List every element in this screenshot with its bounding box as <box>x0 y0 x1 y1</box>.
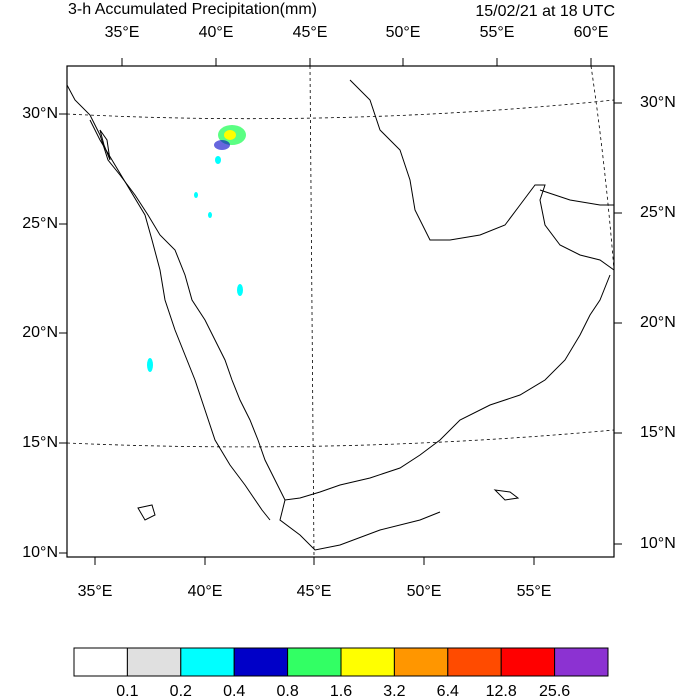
title: 3-h Accumulated Precipitation(mm) <box>68 1 317 18</box>
coastlines <box>66 79 615 551</box>
lat-label: 20°N <box>22 324 58 341</box>
lat-label: 15°N <box>640 424 676 441</box>
legend-label: 6.4 <box>437 683 459 700</box>
legend-swatch <box>126 647 182 677</box>
legend-swatch <box>180 647 235 677</box>
legend-label: 12.8 <box>486 683 517 700</box>
lat-label: 10°N <box>22 544 58 561</box>
lon-label: 55°E <box>517 583 552 600</box>
valid-time: 15/02/21 at 18 UTC <box>475 3 615 20</box>
lat-label: 25°N <box>640 204 676 221</box>
legend-swatch <box>554 647 609 677</box>
lon-label: 40°E <box>188 583 223 600</box>
lon-label: 35°E <box>78 583 113 600</box>
legend-label: 25.6 <box>539 683 570 700</box>
lon-label: 40°E <box>199 24 234 41</box>
legend-swatch <box>393 647 449 677</box>
legend-label: 0.4 <box>223 683 245 700</box>
lon-label: 50°E <box>407 583 442 600</box>
precipitation <box>147 125 246 372</box>
legend-label: 0.1 <box>116 683 138 700</box>
map-frame <box>66 65 615 558</box>
legend-swatch <box>500 647 556 677</box>
legend-label: 0.2 <box>170 683 192 700</box>
graticule <box>66 65 615 558</box>
lon-label: 50°E <box>386 24 421 41</box>
lat-label: 15°N <box>22 434 58 451</box>
lat-label: 25°N <box>22 215 58 232</box>
legend-swatch <box>447 647 502 677</box>
lat-label: 20°N <box>640 314 676 331</box>
lon-label: 55°E <box>480 24 515 41</box>
lon-label: 45°E <box>293 24 328 41</box>
lat-label: 30°N <box>22 105 58 122</box>
legend-label: 1.6 <box>330 683 352 700</box>
lat-label: 30°N <box>640 94 676 111</box>
legend-swatch <box>340 647 395 677</box>
legend-label: 3.2 <box>383 683 405 700</box>
lon-label: 60°E <box>574 24 609 41</box>
lon-label: 45°E <box>297 583 332 600</box>
legend-swatch <box>287 647 342 677</box>
lon-label: 35°E <box>105 24 140 41</box>
legend-label: 0.8 <box>276 683 298 700</box>
legend-swatch <box>233 647 289 677</box>
legend-swatch <box>73 647 128 677</box>
lat-label: 10°N <box>640 535 676 552</box>
